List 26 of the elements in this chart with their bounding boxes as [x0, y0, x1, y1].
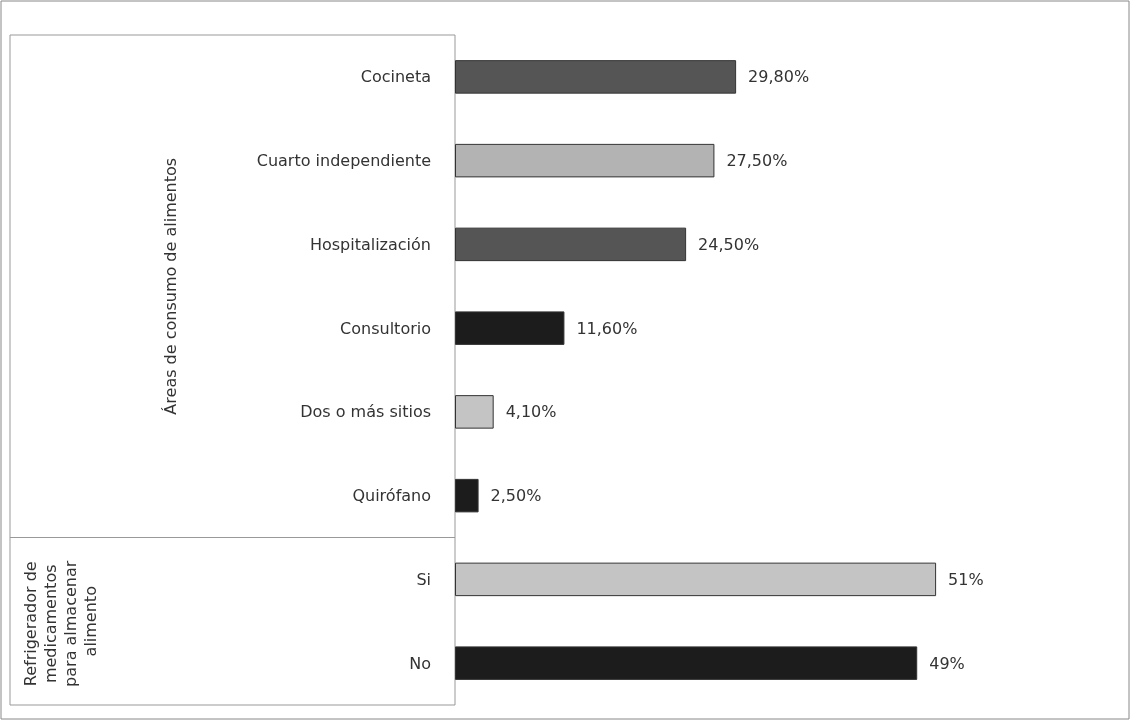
data-label: 51% [948, 569, 984, 589]
y-tick-label: No [409, 653, 431, 673]
bar [455, 395, 494, 429]
data-label: 49% [929, 653, 965, 673]
bar [455, 60, 737, 94]
data-label: 2,50% [490, 486, 542, 506]
bar [455, 562, 937, 597]
text: Áreas de consumo de alimentos [160, 157, 180, 415]
data-label: 24,50% [698, 234, 760, 254]
data-label: 4,10% [505, 402, 557, 422]
data-label: 29,80% [748, 67, 810, 87]
text: Refrigerador de medicamentos para almacenar alimento [20, 555, 100, 687]
bar [455, 478, 479, 513]
y-tick-label: Si [416, 569, 431, 589]
bar [455, 311, 565, 345]
data-label: 27,50% [726, 151, 788, 171]
y-tick-label: Hospitalización [309, 234, 431, 254]
y-tick-label: Cuarto independiente [256, 151, 431, 171]
y-tick-label: Dos o más sitios [300, 402, 431, 422]
bar [455, 646, 918, 680]
y-tick-label: Cocineta [360, 67, 431, 87]
y-tick-label: Quirófano [352, 486, 431, 506]
data-label: 11,60% [576, 318, 638, 338]
y-tick-label: Consultorio [340, 318, 431, 338]
bar [455, 143, 715, 178]
bar [455, 227, 687, 262]
